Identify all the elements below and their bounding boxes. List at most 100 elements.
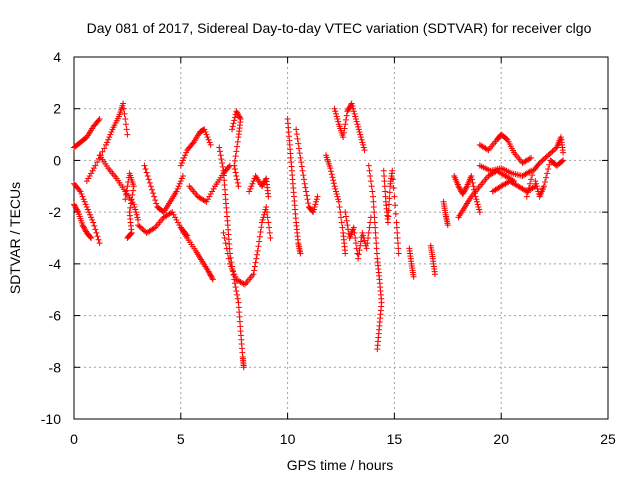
data-point: [293, 131, 300, 138]
data-point: [234, 109, 241, 116]
data-point: [93, 229, 100, 236]
data-point: [310, 206, 317, 213]
data-point: [202, 128, 209, 135]
data-point: [99, 148, 106, 155]
series-sat-b: [71, 180, 103, 247]
data-point: [207, 191, 214, 198]
data-point: [181, 154, 188, 161]
series-sat-q: [293, 126, 321, 216]
data-point: [539, 157, 546, 164]
data-point: [382, 193, 389, 200]
data-point: [232, 169, 239, 176]
data-point: [540, 183, 547, 190]
data-point: [173, 188, 180, 195]
data-point: [460, 189, 467, 196]
data-point: [146, 179, 153, 186]
data-point: [209, 275, 216, 282]
data-point: [96, 240, 103, 247]
data-point: [234, 110, 241, 117]
data-point: [255, 243, 262, 250]
data-point: [203, 131, 210, 138]
data-point: [204, 134, 211, 141]
data-point: [469, 179, 476, 186]
data-point: [444, 222, 451, 229]
data-point: [541, 178, 548, 185]
data-point: [382, 188, 389, 195]
data-point: [169, 209, 176, 216]
data-point: [366, 167, 373, 174]
data-point: [334, 116, 341, 123]
data-point: [205, 268, 212, 275]
data-point: [461, 188, 468, 195]
data-point: [297, 154, 304, 161]
data-point: [529, 172, 536, 179]
data-point: [133, 211, 140, 218]
data-point: [252, 259, 259, 266]
data-point: [225, 255, 232, 262]
series-sat-m: [229, 108, 244, 190]
y-tick-label: -6: [49, 308, 62, 324]
data-point: [203, 198, 210, 205]
data-point: [335, 196, 342, 203]
data-point: [233, 172, 240, 179]
data-point: [135, 216, 142, 223]
data-point: [208, 273, 215, 280]
data-point: [83, 178, 90, 185]
data-point: [240, 280, 247, 287]
data-point: [259, 216, 266, 223]
data-point: [392, 210, 399, 217]
data-point: [344, 222, 351, 229]
data-point: [152, 197, 159, 204]
series-sat-n: [220, 203, 274, 288]
data-point: [92, 226, 99, 233]
data-point: [101, 145, 108, 152]
data-point: [342, 121, 349, 128]
data-point: [350, 224, 357, 231]
data-point: [364, 240, 371, 247]
data-point: [178, 175, 185, 182]
data-point: [231, 157, 238, 164]
data-point: [536, 160, 543, 167]
data-point: [234, 143, 241, 150]
data-point: [151, 193, 158, 200]
data-point: [357, 134, 364, 141]
data-point: [410, 273, 417, 280]
series-sat-d: [83, 100, 131, 185]
data-point: [560, 149, 567, 156]
data-point: [294, 135, 301, 142]
data-point: [79, 222, 86, 229]
data-point: [266, 229, 273, 236]
plot-frame: [73, 56, 609, 420]
data-point: [95, 236, 102, 243]
data-point: [88, 170, 95, 177]
data-point: [121, 110, 128, 117]
data-point: [358, 136, 365, 143]
data-point: [525, 185, 532, 192]
data-point: [313, 196, 320, 203]
data-point: [95, 117, 102, 124]
data-point: [381, 178, 388, 185]
data-point: [359, 139, 366, 146]
data-point: [261, 211, 268, 218]
data-point: [530, 184, 537, 191]
data-point: [370, 203, 377, 210]
data-point: [231, 162, 238, 169]
series-sat-ac: [476, 162, 535, 179]
data-point: [127, 200, 134, 207]
data-point: [346, 104, 353, 111]
data-point: [310, 209, 317, 216]
data-point: [177, 162, 184, 169]
data-point: [253, 255, 260, 262]
data-point: [365, 162, 372, 169]
data-point: [84, 206, 91, 213]
data-point: [218, 156, 225, 163]
data-point: [386, 189, 393, 196]
data-point: [130, 201, 137, 208]
data-point: [357, 242, 364, 249]
data-point: [524, 189, 531, 196]
data-point: [178, 160, 185, 167]
data-point: [107, 131, 114, 138]
y-tick-label: 4: [53, 49, 61, 65]
series-sat-ae: [523, 134, 567, 200]
x-axis-label: GPS time / hours: [287, 457, 394, 473]
